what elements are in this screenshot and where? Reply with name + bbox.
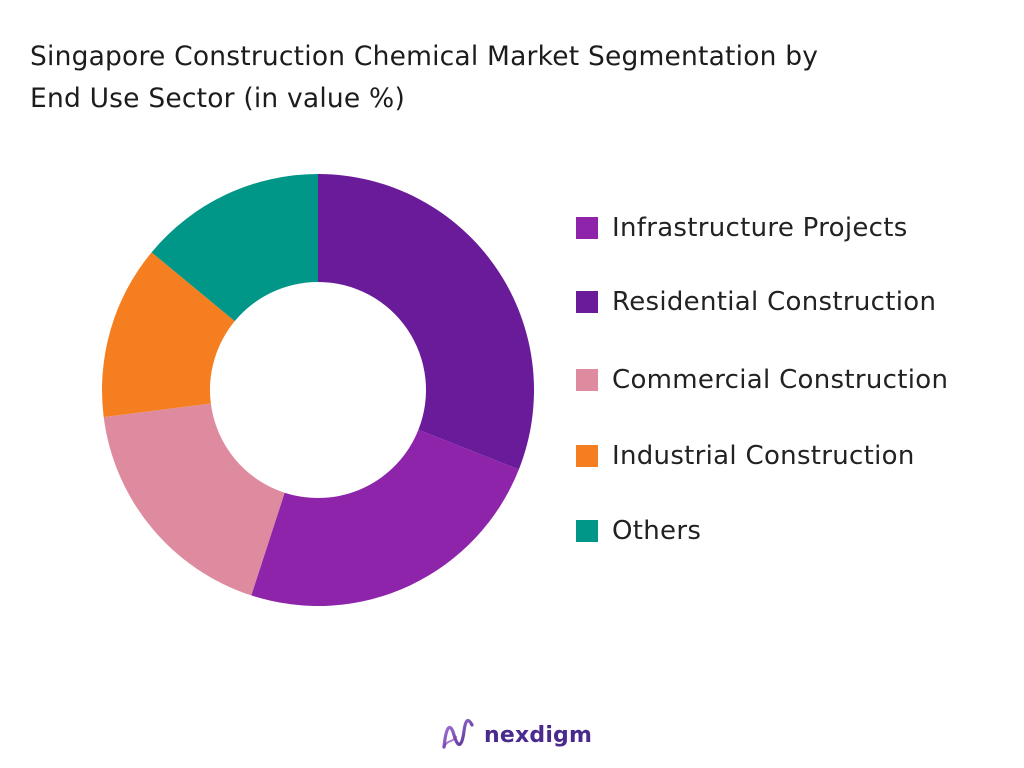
chart-title-line-1: Singapore Construction Chemical Market S… <box>30 41 819 72</box>
legend-label: Commercial Construction <box>612 365 949 395</box>
legend: Infrastructure Projects Residential Cons… <box>576 0 1016 600</box>
donut-slice-commercial-construction <box>103 403 285 596</box>
chart-title: Singapore Construction Chemical Market S… <box>30 36 990 120</box>
legend-item-infrastructure-projects: Infrastructure Projects <box>576 213 908 243</box>
legend-label: Industrial Construction <box>612 441 915 471</box>
legend-swatch <box>576 217 598 239</box>
legend-swatch <box>576 445 598 467</box>
legend-label: Residential Construction <box>612 287 937 317</box>
donut-slice-residential-construction <box>251 429 519 606</box>
legend-item-commercial-construction: Commercial Construction <box>576 365 948 395</box>
legend-item-industrial-construction: Industrial Construction <box>576 441 915 471</box>
legend-label: Others <box>612 516 702 546</box>
donut-slice-infrastructure-projects <box>318 174 534 470</box>
legend-item-others: Others <box>576 516 701 546</box>
brand-logo: nexdigm <box>440 716 592 754</box>
brand-name: nexdigm <box>484 722 593 748</box>
nexdigm-logo-icon <box>442 718 474 749</box>
legend-item-residential-construction: Residential Construction <box>576 287 936 317</box>
legend-swatch <box>576 520 598 542</box>
chart-title-line-2: End Use Sector (in value %) <box>30 83 405 114</box>
donut-slice-industrial-construction <box>101 252 235 418</box>
donut-slice-others <box>151 174 318 322</box>
legend-label: Infrastructure Projects <box>612 213 908 243</box>
legend-swatch <box>576 369 598 391</box>
legend-swatch <box>576 291 598 313</box>
